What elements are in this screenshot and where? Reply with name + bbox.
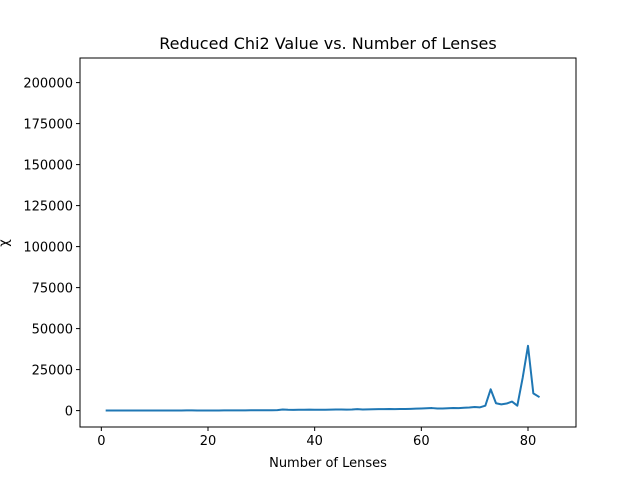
axes-frame: [79, 57, 577, 428]
x-tick-label-0: 0: [97, 434, 105, 449]
y-tick-label-75000: 75000: [32, 282, 73, 297]
x-tick-label-60: 60: [413, 434, 430, 449]
x-axis-title: Number of Lenses: [269, 456, 387, 471]
y-tick-label-175000: 175000: [23, 118, 73, 133]
y-axis-title: χ: [0, 239, 12, 247]
x-tick-label-80: 80: [520, 434, 537, 449]
plot-area: 0 20 40 60 80 0 25000 50000 75000 100000 125000 150…: [23, 57, 577, 449]
y-tick-label-0: 0: [65, 405, 73, 420]
x-tick-label-40: 40: [306, 434, 323, 449]
y-tick-label-125000: 125000: [23, 200, 73, 215]
y-tick-label-25000: 25000: [32, 364, 73, 379]
y-tick-label-100000: 100000: [23, 241, 73, 256]
y-tick-label-50000: 50000: [32, 323, 73, 338]
chart-title: Reduced Chi2 Value vs. Number of Lenses: [159, 34, 496, 53]
x-tick-label-20: 20: [200, 434, 217, 449]
y-tick-label-200000: 200000: [23, 77, 73, 92]
series-line-0: [105, 344, 541, 412]
y-tick-label-150000: 150000: [23, 159, 73, 174]
